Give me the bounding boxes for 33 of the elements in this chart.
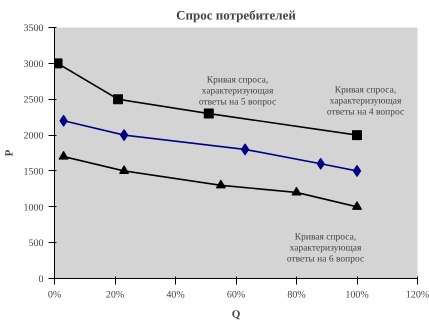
point [59,114,68,127]
point [58,150,69,160]
y-axis-title: P [4,149,16,156]
point [119,165,130,174]
chart-title: Спрос потребителей [176,8,296,22]
annotation: Кривая спроса, характеризующая ответы на 6 вопрос [286,232,364,264]
y-tick-label: 3500 [24,23,44,34]
x-tick-label: 100% [345,290,369,300]
x-tick-label: 120% [406,290,429,300]
y-tick-label: 2000 [24,130,44,142]
x-tick-label: 60% [226,290,246,300]
annotation: Кривая спроса, характеризующая ответы на 4 вопрос [326,86,404,118]
x-tick-label: 0% [48,290,62,300]
y-tick-label: 2500 [24,94,44,106]
point [113,94,124,104]
x-tick-label: 20% [106,290,124,300]
x-axis-title: Q [232,308,241,320]
point [352,201,362,210]
point [216,180,226,188]
point [240,143,250,156]
point [352,130,362,140]
y-tick-label: 500 [28,238,44,250]
x-tick-label: 80% [287,290,306,300]
y-tick-label: 1000 [24,202,44,214]
y-tick-label: 0 [38,274,44,285]
x-tick-label: 40% [166,290,185,300]
point [352,164,362,177]
y-tick-label: 1500 [24,166,44,178]
point [204,108,214,119]
point [120,129,128,142]
annotation: Кривая спроса, характеризующая ответы на 5 вопрос [198,76,276,108]
y-tick-label: 3000 [24,58,44,70]
point [292,186,302,196]
